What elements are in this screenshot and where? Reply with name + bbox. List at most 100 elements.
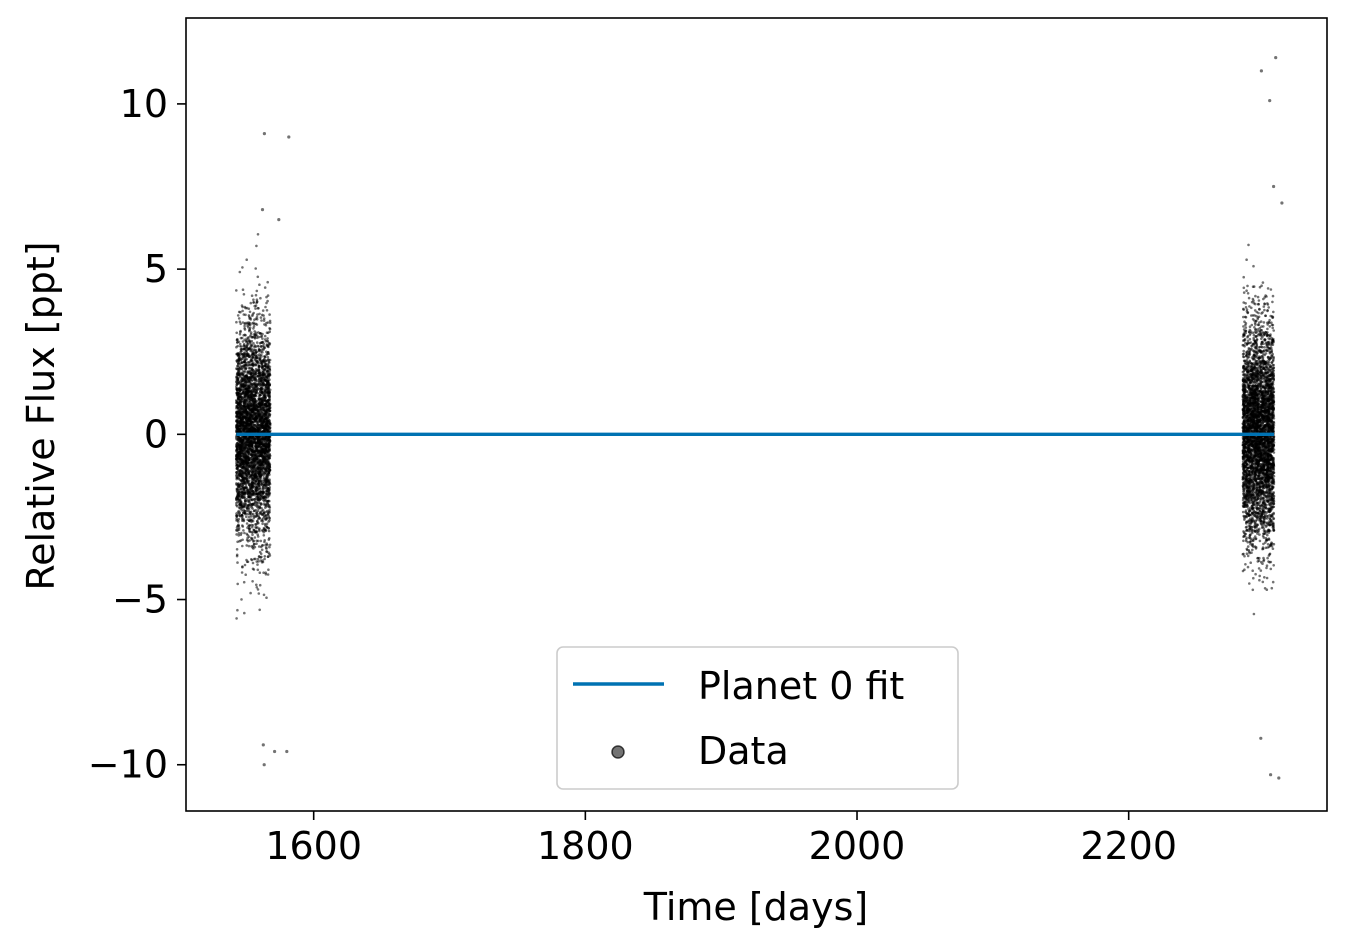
data-point	[251, 426, 254, 430]
data-point	[258, 550, 262, 554]
data-point	[265, 522, 269, 526]
data-point	[262, 531, 266, 534]
data-point	[263, 383, 266, 386]
data-point	[243, 441, 247, 445]
data-point	[253, 479, 257, 483]
data-point	[243, 451, 247, 454]
data-point	[264, 305, 267, 309]
data-point	[262, 534, 266, 537]
data-point	[259, 393, 263, 397]
data-point	[253, 430, 257, 433]
data-point	[263, 399, 266, 403]
data-point	[237, 382, 240, 385]
data-point	[253, 384, 257, 387]
data-point	[243, 305, 247, 309]
data-point	[255, 298, 259, 302]
data-point	[253, 330, 256, 333]
data-point	[240, 491, 244, 495]
data-point	[258, 354, 262, 358]
data-point	[263, 511, 266, 515]
data-point	[246, 392, 250, 396]
data-point	[239, 444, 243, 448]
data-point	[249, 331, 253, 334]
data-point	[267, 483, 271, 486]
data-point	[260, 544, 264, 547]
data-point	[263, 420, 266, 424]
data-point	[268, 365, 272, 369]
data-point	[255, 530, 258, 533]
data-point	[243, 499, 247, 503]
data-point	[261, 309, 265, 312]
data-point	[259, 498, 262, 501]
data-point	[260, 548, 264, 552]
data-point	[262, 345, 266, 348]
data-point	[236, 460, 240, 464]
data-point	[266, 480, 269, 484]
data-point	[250, 335, 253, 339]
data-point	[260, 423, 263, 427]
data-point	[254, 371, 258, 375]
data-point	[235, 380, 238, 383]
data-point	[260, 529, 264, 532]
data-point	[260, 319, 263, 322]
data-point	[255, 586, 259, 589]
data-point	[268, 545, 271, 549]
data-point	[235, 553, 239, 557]
data-point	[243, 402, 247, 405]
data-point	[249, 316, 252, 320]
x-tick-label: 1800	[537, 824, 634, 868]
data-point	[244, 445, 247, 449]
data-point	[257, 345, 260, 348]
data-point	[250, 536, 253, 540]
data-point	[254, 492, 258, 496]
data-point	[241, 419, 245, 422]
data-point	[237, 310, 241, 314]
data-point	[259, 463, 263, 466]
data-point	[248, 310, 252, 314]
data-point	[264, 571, 268, 574]
data-point	[268, 506, 272, 509]
data-point	[258, 348, 261, 352]
data-point	[265, 500, 269, 504]
data-point	[246, 384, 249, 388]
data-point	[243, 423, 247, 427]
data-point	[235, 477, 238, 481]
data-point	[247, 402, 250, 405]
data-point	[259, 415, 262, 419]
data-point	[250, 294, 254, 298]
data-point	[253, 450, 256, 454]
data-point	[245, 475, 249, 479]
data-point	[255, 386, 259, 389]
data-point	[253, 337, 257, 340]
data-point	[268, 327, 271, 330]
data-point	[244, 407, 248, 411]
data-point	[243, 399, 247, 402]
data-point	[254, 345, 258, 349]
data-point	[246, 370, 249, 374]
data-point	[244, 468, 247, 472]
data-point	[236, 467, 240, 471]
data-point	[243, 348, 246, 351]
data-point	[251, 416, 254, 419]
y-tick-label: 0	[144, 412, 168, 456]
data-point	[250, 456, 254, 459]
data-point	[258, 583, 262, 587]
data-point	[255, 526, 258, 530]
data-point	[244, 573, 247, 576]
data-point	[259, 359, 262, 363]
data-point	[268, 383, 272, 387]
data-point	[265, 547, 268, 550]
data-point	[240, 513, 244, 517]
data-point	[268, 313, 271, 316]
data-point	[262, 496, 265, 500]
data-point	[255, 341, 259, 344]
data-point	[253, 428, 257, 431]
data-point	[268, 368, 272, 371]
data-point	[235, 430, 238, 433]
data-point	[239, 348, 243, 351]
data-point	[1266, 287, 1270, 290]
data-point	[250, 353, 254, 357]
data-point	[237, 441, 240, 445]
data-point	[254, 322, 257, 326]
